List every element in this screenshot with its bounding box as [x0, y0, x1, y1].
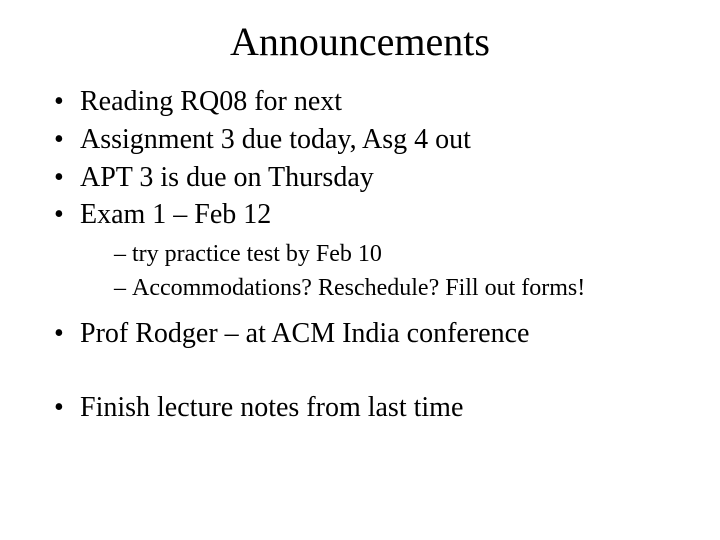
list-item: • Prof Rodger – at ACM India conference: [54, 315, 690, 353]
list-item-text: Prof Rodger – at ACM India conference: [80, 315, 529, 353]
bullet-icon: •: [54, 389, 80, 427]
list-item: • APT 3 is due on Thursday: [54, 159, 690, 197]
bullet-icon: •: [54, 196, 80, 234]
sub-list: – try practice test by Feb 10 – Accommod…: [54, 238, 690, 305]
sub-list-item: – try practice test by Feb 10: [114, 238, 690, 272]
dash-icon: –: [114, 238, 132, 272]
blank-spacer: [54, 353, 690, 389]
dash-icon: –: [114, 272, 132, 306]
slide-title: Announcements: [30, 18, 690, 65]
bullet-icon: •: [54, 121, 80, 159]
list-item-text: Exam 1 – Feb 12: [80, 196, 271, 234]
list-item-text: Finish lecture notes from last time: [80, 389, 463, 427]
sub-list-item-text: Accommodations? Reschedule? Fill out for…: [132, 272, 585, 306]
list-item: • Exam 1 – Feb 12: [54, 196, 690, 234]
list-item-text: Reading RQ08 for next: [80, 83, 342, 121]
bullet-icon: •: [54, 83, 80, 121]
bullet-icon: •: [54, 315, 80, 353]
list-item-text: Assignment 3 due today, Asg 4 out: [80, 121, 471, 159]
list-item: • Assignment 3 due today, Asg 4 out: [54, 121, 690, 159]
list-item: • Finish lecture notes from last time: [54, 389, 690, 427]
sub-list-item-text: try practice test by Feb 10: [132, 238, 382, 272]
list-item-text: APT 3 is due on Thursday: [80, 159, 374, 197]
list-item: • Reading RQ08 for next: [54, 83, 690, 121]
sub-list-item: – Accommodations? Reschedule? Fill out f…: [114, 272, 690, 306]
bullet-icon: •: [54, 159, 80, 197]
announcements-list: • Reading RQ08 for next • Assignment 3 d…: [30, 83, 690, 427]
